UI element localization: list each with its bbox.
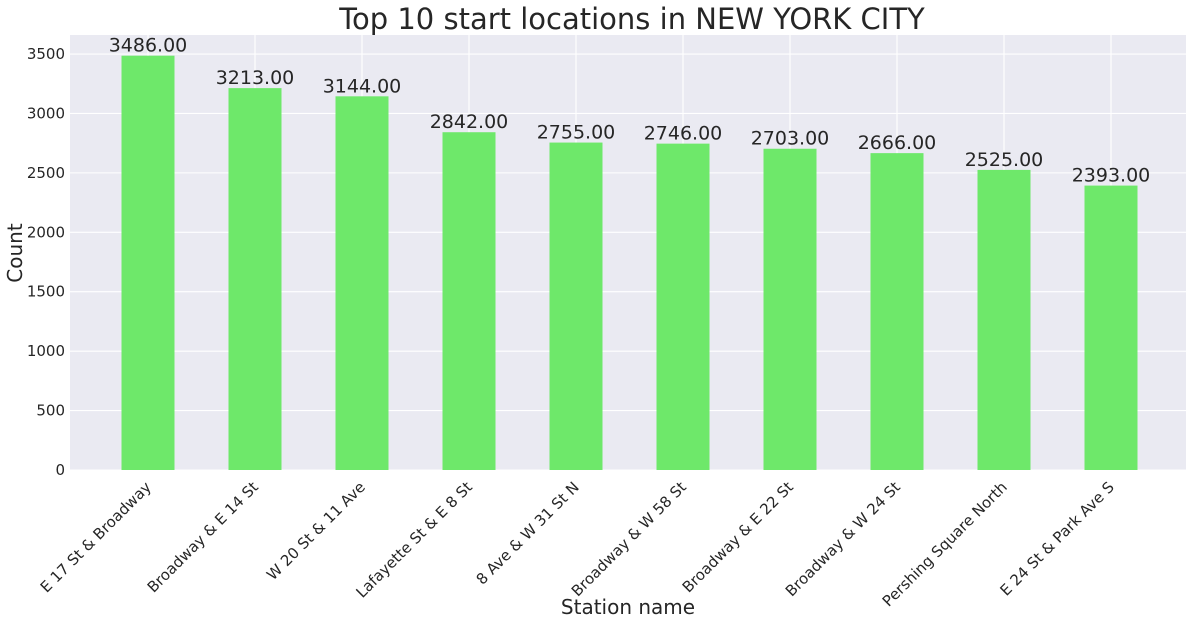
bar bbox=[228, 88, 282, 471]
data-label: 2666.00 bbox=[858, 132, 937, 154]
data-label: 2703.00 bbox=[751, 128, 830, 150]
data-labels: 3486.00 3213.00 3144.00 2842.00 2755.00 2746.… bbox=[109, 35, 1151, 187]
y-tick-label: 3500 bbox=[27, 45, 65, 63]
x-tick-label: Broadway & E 14 St bbox=[144, 478, 262, 596]
y-axis-ticks: 0 500 1000 1500 2000 2500 3000 3500 bbox=[27, 45, 65, 479]
bars bbox=[121, 55, 1138, 471]
y-tick-label: 1000 bbox=[27, 342, 65, 360]
bar bbox=[121, 55, 175, 470]
bar bbox=[442, 132, 496, 470]
bar bbox=[549, 142, 603, 471]
bar bbox=[870, 153, 924, 470]
x-tick-label: Pershing Square North bbox=[879, 478, 1011, 610]
x-tick-label: Broadway & E 22 St bbox=[679, 478, 797, 596]
chart-title: Top 10 start locations in NEW YORK CITY bbox=[338, 2, 925, 36]
data-label: 3213.00 bbox=[216, 67, 295, 89]
data-label: 3144.00 bbox=[323, 75, 402, 97]
bar bbox=[1084, 185, 1138, 470]
bar bbox=[977, 169, 1031, 471]
y-tick-label: 500 bbox=[36, 402, 65, 420]
y-axis-label: Count bbox=[3, 223, 27, 283]
y-tick-label: 3000 bbox=[27, 104, 65, 122]
x-axis-label: Station name bbox=[561, 595, 695, 619]
y-tick-label: 2000 bbox=[27, 223, 65, 241]
x-tick-label: E 24 St & Park Ave S bbox=[996, 478, 1117, 599]
y-tick-label: 2500 bbox=[27, 164, 65, 182]
bar bbox=[335, 96, 389, 470]
data-label: 2746.00 bbox=[644, 123, 723, 145]
data-label: 2842.00 bbox=[430, 111, 509, 133]
x-tick-label: Broadway & W 58 St bbox=[568, 478, 690, 600]
bar bbox=[656, 143, 710, 470]
x-tick-label: W 20 St & 11 Ave bbox=[263, 478, 369, 584]
data-label: 2525.00 bbox=[965, 149, 1044, 171]
x-tick-label: 8 Ave & W 31 St N bbox=[473, 478, 583, 588]
x-tick-label: E 17 St & Broadway bbox=[37, 478, 155, 596]
data-label: 3486.00 bbox=[109, 35, 188, 57]
bar bbox=[763, 148, 817, 470]
y-tick-label: 0 bbox=[55, 461, 65, 479]
x-tick-label: Broadway & W 24 St bbox=[782, 478, 904, 600]
x-tick-label: Lafayette St & E 8 St bbox=[352, 478, 475, 601]
data-label: 2755.00 bbox=[537, 122, 616, 144]
y-tick-label: 1500 bbox=[27, 283, 65, 301]
data-label: 2393.00 bbox=[1072, 165, 1151, 187]
